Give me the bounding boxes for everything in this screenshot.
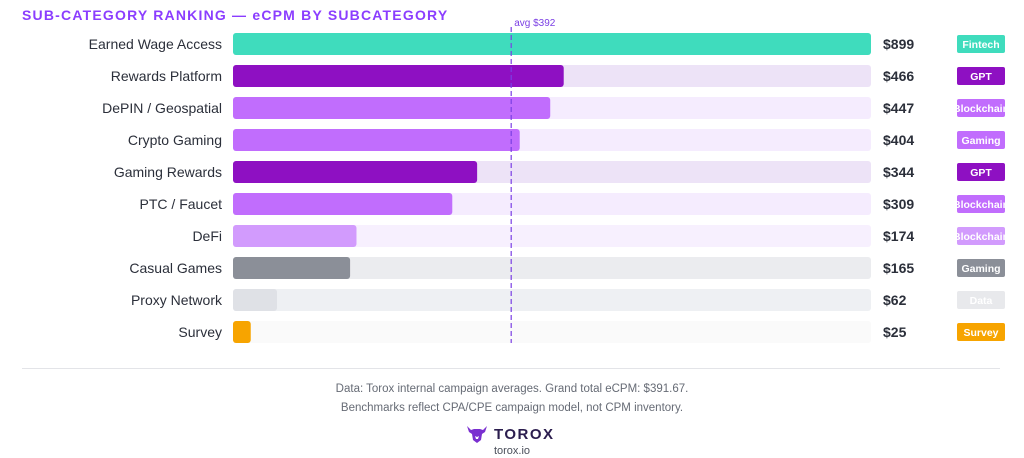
bar-track	[233, 321, 871, 343]
value-label: $404	[883, 132, 914, 148]
tag-badge-label: Blockchain	[953, 103, 1009, 115]
value-label: $309	[883, 196, 914, 212]
tag-badge-label: Fintech	[962, 39, 999, 51]
bar	[233, 225, 357, 247]
tag-badge-label: Blockchain	[953, 199, 1009, 211]
category-label: Casual Games	[129, 260, 222, 276]
tag-badge-label: GPT	[970, 167, 992, 179]
tag-badge	[957, 131, 1005, 149]
brand-logo: TOROX	[466, 424, 555, 444]
category-label: Survey	[178, 324, 222, 340]
bull-head-icon	[467, 426, 487, 443]
tag-badge	[957, 227, 1005, 245]
tag-badge-label: Survey	[963, 327, 998, 339]
brand-url: torox.io	[493, 445, 531, 457]
bar-track	[233, 289, 871, 311]
tag-badge-label: Blockchain	[953, 231, 1009, 243]
footer-divider	[22, 368, 1000, 369]
bar	[233, 289, 277, 311]
avg-label: avg $392	[514, 18, 556, 29]
tag-badge	[957, 291, 1005, 309]
category-label: DeFi	[192, 228, 222, 244]
tag-badge	[957, 67, 1005, 85]
bar	[233, 161, 478, 183]
category-label: Rewards Platform	[111, 68, 222, 84]
tag-badge	[957, 163, 1005, 181]
tag-badge-label: GPT	[970, 71, 992, 83]
category-label: Proxy Network	[131, 292, 223, 308]
tag-badge	[957, 259, 1005, 277]
ecpm-bar-chart: Earned Wage Access $899 Fintech Rewards Pla…	[88, 18, 1009, 343]
value-label: $344	[883, 164, 914, 180]
bar	[233, 193, 453, 215]
category-label: PTC / Faucet	[140, 196, 223, 212]
bar	[233, 65, 564, 87]
brand-name: TOROX	[494, 425, 555, 443]
value-label: $174	[883, 228, 914, 244]
bar	[233, 129, 520, 151]
bar-track	[233, 257, 871, 279]
bar	[233, 257, 351, 279]
footer-note-line1: Data: Torox internal campaign averages. …	[335, 383, 689, 395]
value-label: $25	[883, 324, 907, 340]
bar	[233, 97, 551, 119]
tag-badge	[957, 323, 1005, 341]
value-label: $165	[883, 260, 914, 276]
value-label: $899	[883, 36, 914, 52]
tag-badge	[957, 99, 1005, 117]
tag-badge-label: Gaming	[961, 263, 1000, 275]
category-label: Gaming Rewards	[114, 164, 222, 180]
footer-note-line2: Benchmarks reflect CPA/CPE campaign mode…	[340, 402, 684, 414]
category-label: DePIN / Geospatial	[102, 100, 222, 116]
bar	[233, 33, 871, 55]
tag-badge-label: Data	[970, 295, 993, 307]
bar-track	[233, 225, 871, 247]
value-label: $62	[883, 292, 907, 308]
tag-badge	[957, 195, 1005, 213]
bar	[233, 321, 251, 343]
chart-title: SUB-CATEGORY RANKING — eCPM BY SUBCATEGO…	[22, 7, 449, 23]
value-label: $466	[883, 68, 914, 84]
category-label: Earned Wage Access	[89, 36, 222, 52]
tag-badge-label: Gaming	[961, 135, 1000, 147]
tag-badge	[957, 35, 1005, 53]
category-label: Crypto Gaming	[128, 132, 222, 148]
value-label: $447	[883, 100, 914, 116]
